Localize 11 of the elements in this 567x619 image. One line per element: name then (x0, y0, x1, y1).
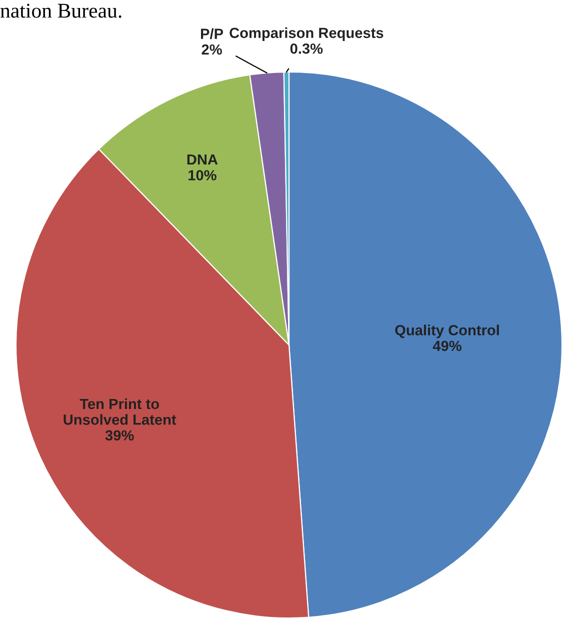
data-label: 39% (105, 430, 134, 441)
data-label: 0.3% (290, 43, 323, 54)
text: nation Bureau. (0, 4, 122, 18)
slice-label: Quality Control (395, 324, 499, 338)
data-label: 49% (432, 340, 462, 352)
slice-label: DNA (187, 154, 218, 165)
data-label: 2% (202, 44, 222, 55)
data-label: 10% (188, 170, 216, 180)
slice-label: Ten Print to Unsolved Latent (64, 398, 176, 425)
slice-label: P/P (201, 28, 224, 40)
slice-label: Comparison Requests (230, 27, 384, 41)
